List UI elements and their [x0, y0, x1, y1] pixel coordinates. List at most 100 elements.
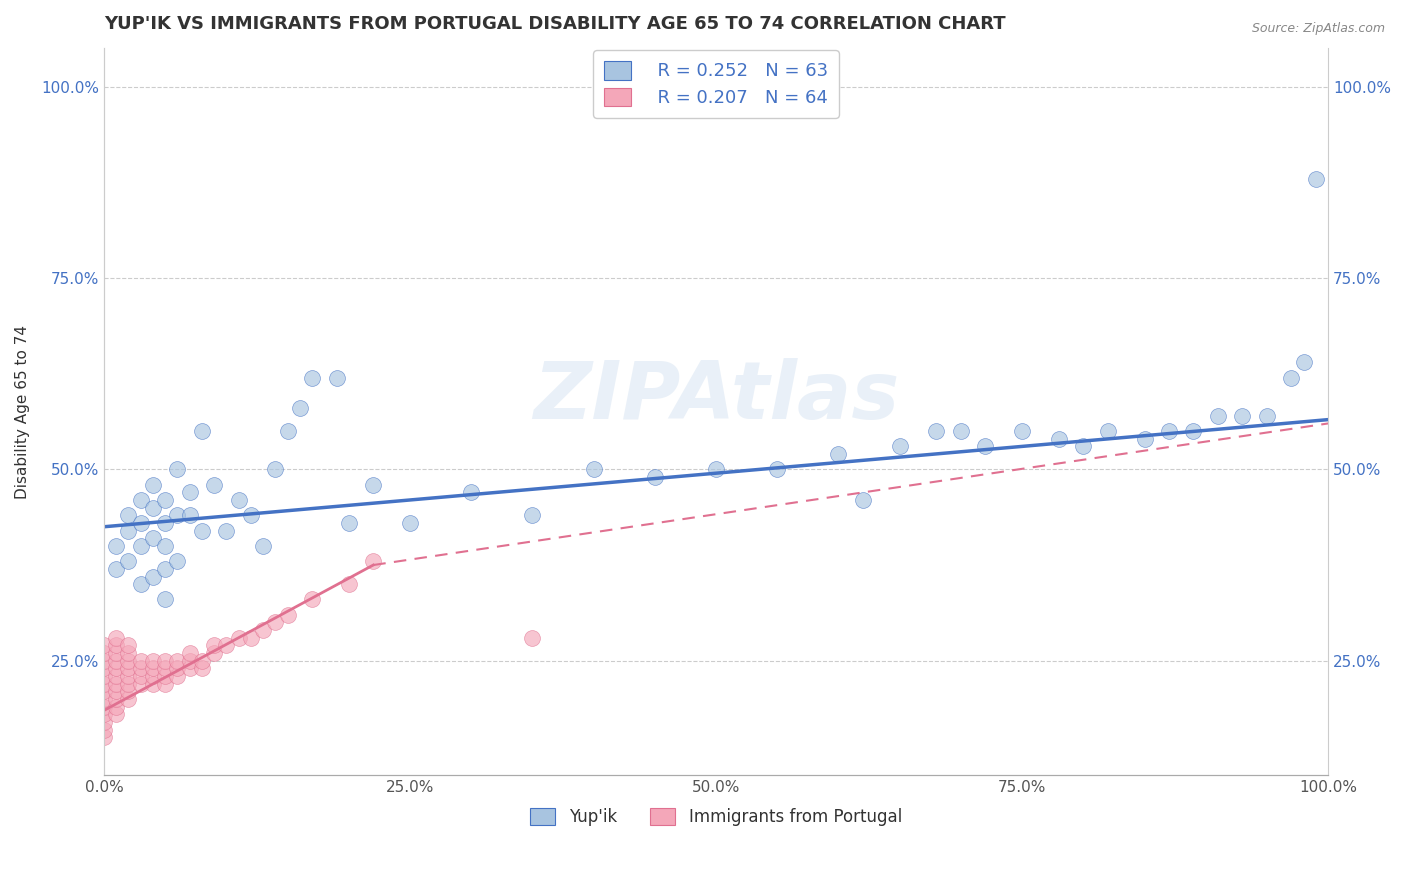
Point	[117, 684, 139, 698]
Point	[179, 654, 201, 668]
Text: Source: ZipAtlas.com: Source: ZipAtlas.com	[1251, 22, 1385, 36]
Point	[827, 447, 849, 461]
Point	[105, 699, 128, 714]
Point	[105, 631, 128, 645]
Point	[301, 592, 323, 607]
Point	[1157, 424, 1180, 438]
Point	[1182, 424, 1205, 438]
Point	[191, 654, 214, 668]
Text: YUP'IK VS IMMIGRANTS FROM PORTUGAL DISABILITY AGE 65 TO 74 CORRELATION CHART: YUP'IK VS IMMIGRANTS FROM PORTUGAL DISAB…	[104, 15, 1005, 33]
Point	[117, 554, 139, 568]
Point	[852, 493, 875, 508]
Point	[1133, 432, 1156, 446]
Point	[166, 661, 188, 675]
Point	[1071, 439, 1094, 453]
Point	[704, 462, 727, 476]
Point	[93, 723, 115, 737]
Point	[277, 607, 299, 622]
Point	[142, 477, 165, 491]
Point	[105, 654, 128, 668]
Point	[129, 661, 152, 675]
Point	[117, 692, 139, 706]
Point	[460, 485, 482, 500]
Point	[582, 462, 605, 476]
Point	[117, 676, 139, 690]
Point	[153, 669, 176, 683]
Point	[93, 699, 115, 714]
Point	[153, 516, 176, 530]
Point	[925, 424, 948, 438]
Point	[202, 646, 225, 660]
Point	[117, 646, 139, 660]
Point	[522, 508, 544, 523]
Point	[179, 646, 201, 660]
Point	[252, 539, 274, 553]
Point	[166, 554, 188, 568]
Point	[93, 639, 115, 653]
Point	[215, 639, 238, 653]
Point	[325, 370, 347, 384]
Point	[361, 477, 384, 491]
Point	[105, 539, 128, 553]
Point	[142, 669, 165, 683]
Point	[239, 631, 262, 645]
Point	[191, 424, 214, 438]
Point	[153, 493, 176, 508]
Point	[166, 508, 188, 523]
Point	[191, 524, 214, 538]
Point	[129, 539, 152, 553]
Point	[337, 577, 360, 591]
Point	[93, 684, 115, 698]
Point	[117, 524, 139, 538]
Point	[142, 654, 165, 668]
Point	[153, 562, 176, 576]
Point	[1011, 424, 1033, 438]
Point	[264, 462, 287, 476]
Point	[644, 470, 666, 484]
Point	[166, 669, 188, 683]
Point	[179, 661, 201, 675]
Point	[153, 654, 176, 668]
Point	[1292, 355, 1315, 369]
Point	[215, 524, 238, 538]
Point	[117, 508, 139, 523]
Point	[153, 661, 176, 675]
Point	[142, 569, 165, 583]
Point	[117, 654, 139, 668]
Point	[93, 730, 115, 744]
Point	[129, 577, 152, 591]
Point	[105, 692, 128, 706]
Point	[117, 669, 139, 683]
Point	[361, 554, 384, 568]
Point	[252, 623, 274, 637]
Point	[93, 707, 115, 722]
Point	[93, 661, 115, 675]
Point	[129, 654, 152, 668]
Point	[142, 661, 165, 675]
Legend: Yup'ik, Immigrants from Portugal: Yup'ik, Immigrants from Portugal	[520, 798, 912, 836]
Point	[1097, 424, 1119, 438]
Point	[337, 516, 360, 530]
Point	[1305, 171, 1327, 186]
Point	[93, 692, 115, 706]
Point	[93, 714, 115, 729]
Point	[129, 669, 152, 683]
Point	[93, 669, 115, 683]
Point	[288, 401, 311, 416]
Point	[105, 639, 128, 653]
Point	[105, 684, 128, 698]
Point	[93, 654, 115, 668]
Point	[142, 500, 165, 515]
Point	[105, 646, 128, 660]
Point	[264, 615, 287, 630]
Point	[889, 439, 911, 453]
Point	[277, 424, 299, 438]
Point	[179, 485, 201, 500]
Point	[105, 707, 128, 722]
Point	[202, 639, 225, 653]
Point	[301, 370, 323, 384]
Point	[129, 516, 152, 530]
Point	[1206, 409, 1229, 423]
Point	[228, 493, 250, 508]
Point	[179, 508, 201, 523]
